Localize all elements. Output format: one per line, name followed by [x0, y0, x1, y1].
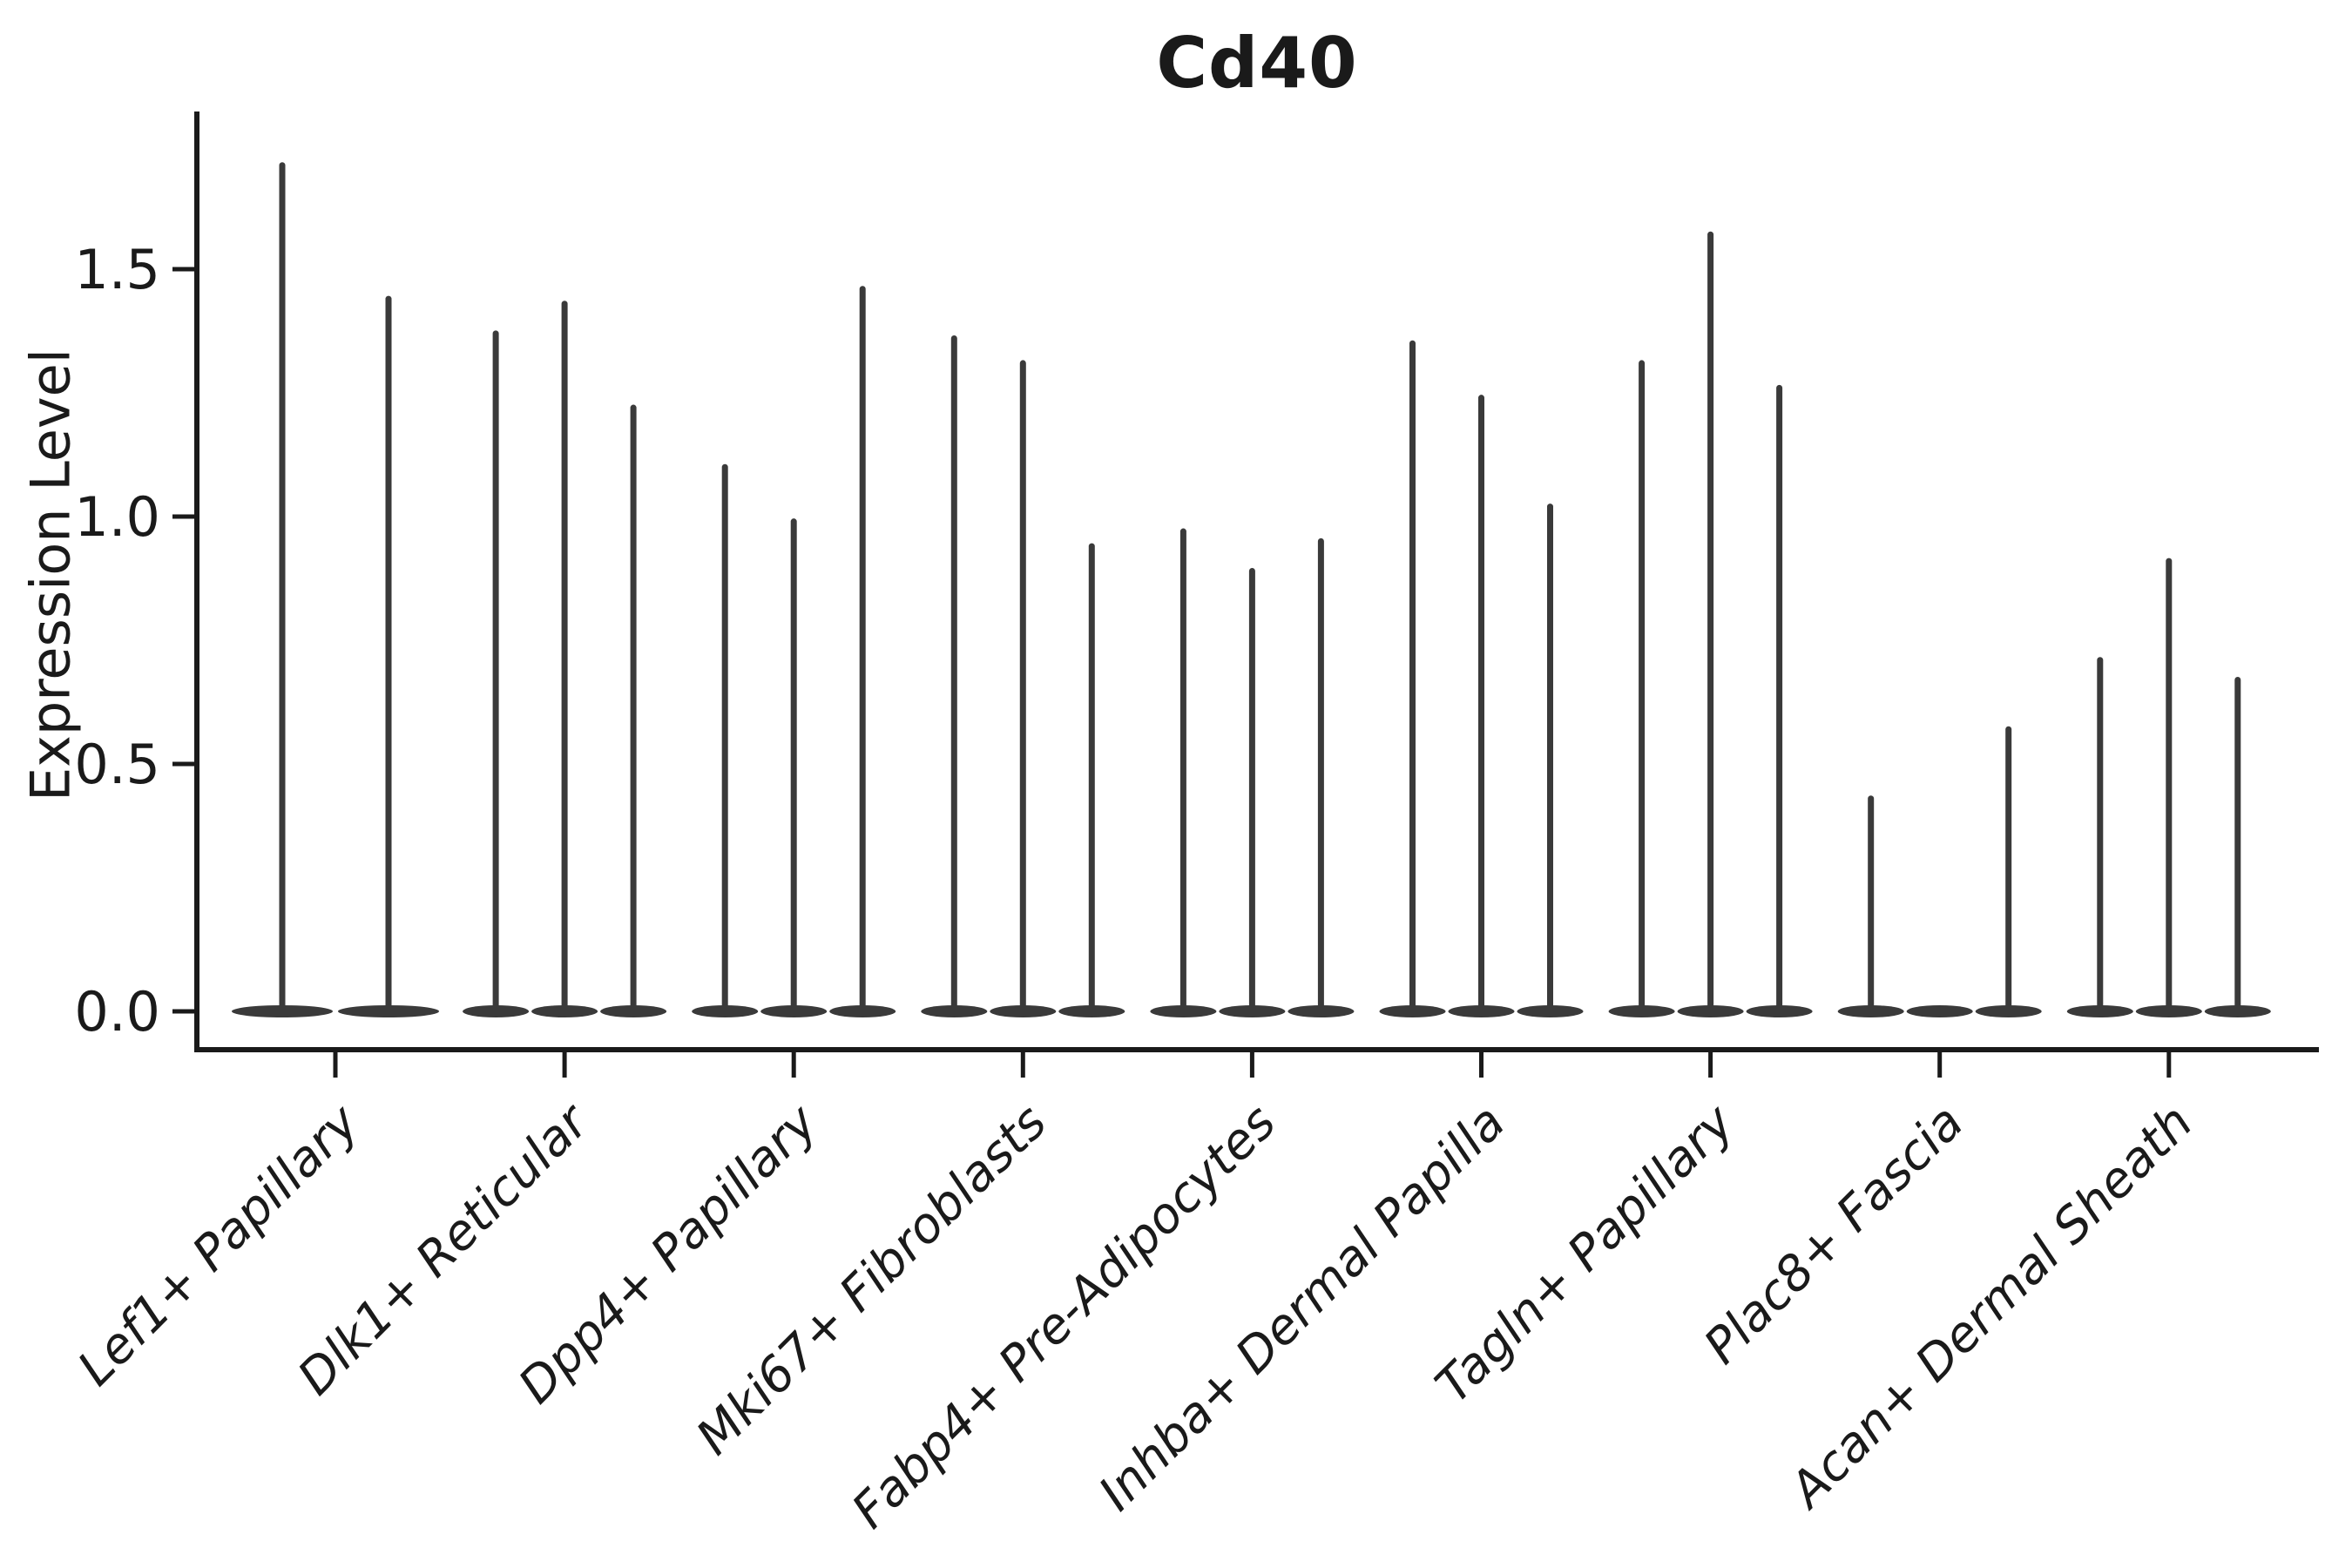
violin-base	[1906, 1005, 1973, 1017]
y-tick-label: 0.0	[74, 980, 160, 1044]
x-tick-label: Fabp4+ Pre-Adipocytes	[841, 1094, 1287, 1539]
x-tick-label: Acan+ Dermal Sheath	[1778, 1094, 2204, 1520]
y-tick-label: 1.0	[74, 485, 160, 549]
y-tick-label: 1.5	[74, 238, 160, 301]
y-axis-label: Expression Level	[18, 348, 83, 801]
x-tick-label: Inhba+ Dermal Papilla	[1088, 1094, 1516, 1522]
y-tick-label: 0.5	[74, 733, 160, 796]
chart-title: Cd40	[1156, 23, 1358, 104]
